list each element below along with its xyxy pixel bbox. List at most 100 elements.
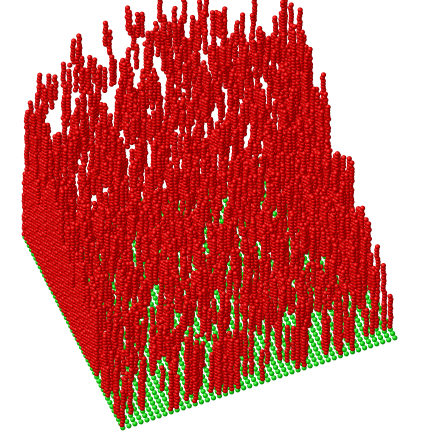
- sphere: [128, 78, 133, 83]
- sphere: [126, 123, 131, 128]
- sphere: [222, 6, 227, 11]
- sphere: [60, 181, 65, 186]
- sphere: [172, 18, 177, 23]
- sphere: [66, 69, 71, 74]
- sphere: [111, 132, 116, 137]
- sphere: [62, 169, 67, 174]
- sphere: [98, 65, 103, 70]
- sphere: [28, 100, 33, 105]
- sphere: [140, 92, 145, 97]
- sphere: [82, 137, 87, 142]
- sphere: [44, 136, 49, 141]
- sphere: [61, 62, 66, 67]
- sphere: [218, 12, 223, 17]
- sphere: [52, 74, 57, 79]
- sphere: [179, 46, 184, 51]
- sphere: [210, 10, 215, 15]
- sphere: [130, 72, 135, 77]
- sphere: [210, 31, 215, 36]
- sphere: [126, 47, 131, 52]
- sphere: [87, 55, 92, 60]
- sphere: [163, 116, 168, 121]
- sphere: [97, 122, 102, 127]
- sphere: [174, 46, 179, 51]
- sphere: [75, 98, 80, 103]
- sphere: [154, 25, 159, 30]
- sphere: [109, 54, 114, 59]
- sphere: [68, 134, 73, 139]
- sphere: [127, 10, 132, 15]
- sphere: [188, 37, 193, 42]
- sphere: [235, 20, 240, 25]
- sphere: [146, 60, 151, 65]
- sphere: [221, 35, 226, 40]
- sphere: [127, 86, 132, 91]
- sphere: [135, 12, 140, 17]
- sphere: [71, 174, 76, 179]
- sphere: [122, 104, 127, 109]
- sphere: [48, 150, 53, 155]
- sphere: [166, 74, 171, 79]
- sphere: [95, 145, 100, 150]
- sphere: [90, 107, 95, 112]
- sphere: [172, 6, 177, 11]
- sphere: [177, 23, 182, 28]
- page: (() => { JSON.parse(document.getElementB…: [0, 0, 424, 434]
- sphere: [119, 77, 124, 82]
- sphere: [134, 43, 139, 48]
- sphere: [74, 126, 79, 131]
- sphere: [161, 45, 166, 50]
- sphere: [74, 66, 79, 71]
- sphere: [178, 19, 183, 24]
- sphere: [71, 38, 76, 43]
- sphere: [221, 29, 226, 34]
- sphere: [35, 92, 40, 97]
- sphere: [203, 29, 208, 34]
- sphere: [250, 13, 255, 18]
- sphere: [62, 118, 67, 123]
- sphere: [138, 86, 143, 91]
- sphere: [55, 202, 60, 207]
- sphere: [38, 105, 43, 110]
- sphere: [43, 88, 48, 93]
- sphere: [197, 25, 202, 30]
- sphere: [36, 179, 41, 184]
- sphere: [49, 84, 54, 89]
- sphere: [72, 136, 77, 141]
- sphere: [169, 48, 174, 53]
- sphere: [88, 141, 93, 146]
- sphere: [66, 94, 71, 99]
- sphere: [75, 130, 80, 135]
- sphere: [155, 31, 160, 36]
- sphere: [102, 103, 107, 108]
- sphere: [80, 157, 85, 162]
- sphere: [79, 94, 84, 99]
- sphere: [129, 149, 134, 154]
- sphere: [53, 189, 58, 194]
- sphere: [148, 44, 153, 49]
- sphere: [82, 90, 87, 95]
- sphere: [42, 123, 47, 128]
- sphere: [103, 129, 108, 134]
- sphere: [68, 180, 73, 185]
- sphere: [75, 47, 80, 52]
- sphere: [63, 84, 68, 89]
- sphere: [54, 151, 59, 156]
- sphere: [88, 90, 93, 95]
- sphere: [74, 108, 79, 113]
- sphere: [56, 132, 61, 137]
- sphere: [140, 68, 145, 73]
- sphere: [161, 14, 166, 19]
- sphere: [92, 201, 97, 206]
- sphere: [46, 73, 51, 78]
- sphere: [63, 148, 68, 153]
- sphere: [30, 113, 35, 118]
- sphere: [95, 75, 100, 80]
- sphere: [182, 36, 187, 41]
- sphere: [203, 11, 208, 16]
- sphere: [42, 174, 47, 179]
- sphere: [107, 48, 112, 53]
- sphere: [96, 69, 101, 74]
- sphere: [102, 67, 107, 72]
- sphere: [289, 2, 294, 7]
